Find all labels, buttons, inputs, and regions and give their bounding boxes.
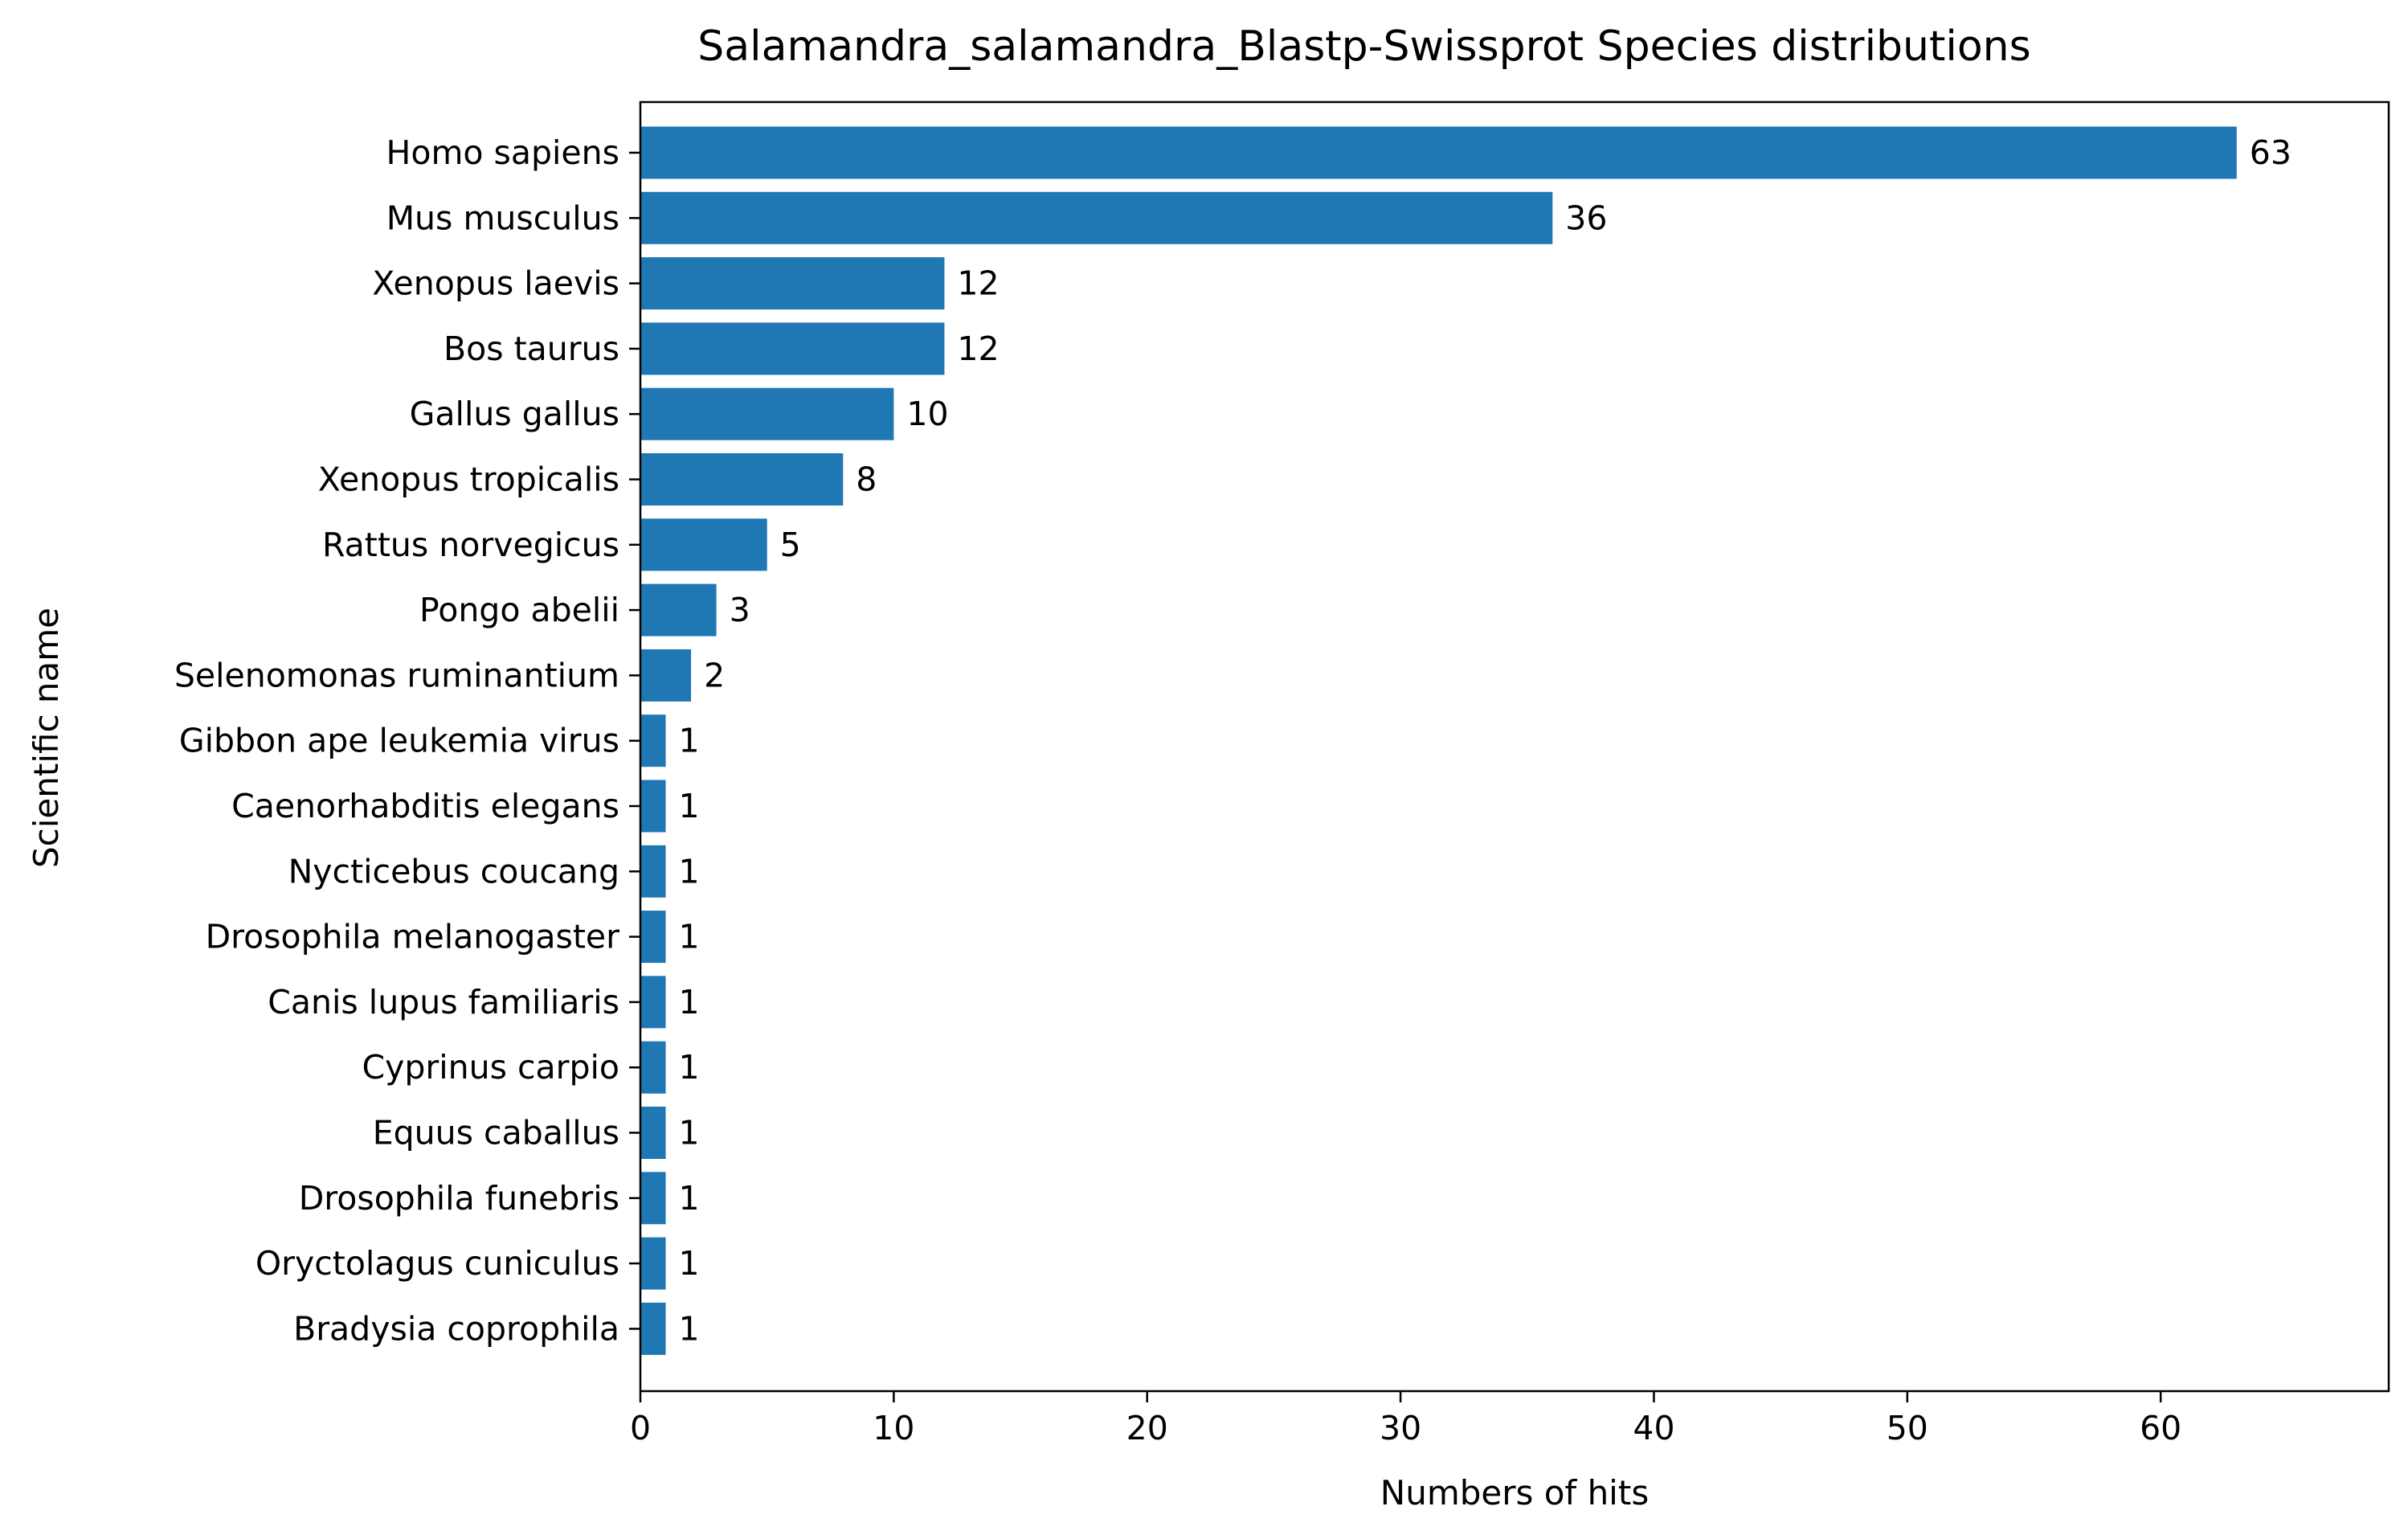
bar <box>640 257 945 310</box>
bar-value-label: 5 <box>780 526 801 564</box>
bar-value-label: 2 <box>704 656 725 694</box>
bar-value-label: 36 <box>1565 199 1607 237</box>
bar <box>640 1041 666 1094</box>
y-tick-label: Cyprinus carpio <box>362 1048 619 1087</box>
x-tick-label: 0 <box>630 1409 651 1447</box>
y-tick-label: Equus caballus <box>373 1114 619 1152</box>
y-tick-label: Mus musculus <box>386 199 619 237</box>
bar <box>640 976 666 1029</box>
bar <box>640 649 692 702</box>
x-tick-label: 40 <box>1633 1409 1674 1447</box>
y-tick-label: Caenorhabditis elegans <box>231 787 619 825</box>
y-axis-ticks: Homo sapiens Mus musculus Xenopus laevis Bo… <box>174 133 640 1348</box>
y-tick-label: Rattus norvegicus <box>322 526 619 564</box>
bar <box>640 322 945 375</box>
bar-value-label: 1 <box>679 1048 700 1087</box>
bar-value-label: 1 <box>679 983 700 1021</box>
bar <box>640 518 767 571</box>
y-tick-label: Gallus gallus <box>410 395 619 433</box>
y-tick-label: Gibbon ape leukemia virus <box>179 722 619 760</box>
x-tick-label: 60 <box>2140 1409 2181 1447</box>
bar <box>640 911 666 964</box>
x-axis-ticks: 0 10 20 30 40 50 60 <box>630 1391 2181 1447</box>
bar-value-label: 1 <box>679 722 700 760</box>
bar-value-label: 1 <box>679 918 700 956</box>
y-tick-label: Xenopus laevis <box>372 264 619 303</box>
y-axis-label: Scientific name <box>27 608 66 868</box>
bar-value-label: 12 <box>957 264 999 303</box>
y-tick-label: Nycticebus coucang <box>288 852 619 890</box>
bar-value-label: 12 <box>957 330 999 368</box>
y-tick-label: Drosophila melanogaster <box>206 918 620 956</box>
bar <box>640 191 1553 244</box>
bar-value-label: 10 <box>906 395 948 433</box>
bar-value-label: 1 <box>679 1114 700 1152</box>
bar <box>640 583 717 637</box>
bar-value-label: 3 <box>730 591 750 629</box>
y-tick-label: Oryctolagus cuniculus <box>256 1244 619 1283</box>
y-tick-label: Bradysia coprophila <box>293 1309 619 1348</box>
bar <box>640 1172 666 1225</box>
y-tick-label: Selenomonas ruminantium <box>174 656 619 694</box>
bars-group <box>640 126 2237 1355</box>
y-tick-label: Xenopus tropicalis <box>318 460 619 499</box>
bar <box>640 1237 666 1290</box>
y-tick-label: Bos taurus <box>444 330 619 368</box>
x-axis-label: Numbers of hits <box>1380 1473 1649 1512</box>
bar <box>640 714 666 768</box>
bar <box>640 1302 666 1355</box>
bar <box>640 387 894 440</box>
bar-value-label: 1 <box>679 1309 700 1348</box>
chart-title: Salamandra_salamandra_Blastp-Swissprot S… <box>697 23 2030 71</box>
bar <box>640 453 844 506</box>
y-tick-label: Homo sapiens <box>386 133 619 172</box>
bar <box>640 845 666 898</box>
bar <box>640 1107 666 1159</box>
bar-value-label: 8 <box>856 460 877 499</box>
bar <box>640 126 2237 179</box>
bar-value-label: 1 <box>679 852 700 890</box>
bar <box>640 780 666 833</box>
y-tick-label: Drosophila funebris <box>299 1179 619 1218</box>
bar-value-label: 1 <box>679 1179 700 1218</box>
bar-value-label: 1 <box>679 787 700 825</box>
bar-value-label: 63 <box>2250 133 2291 172</box>
bar-value-label: 1 <box>679 1244 700 1283</box>
x-tick-label: 30 <box>1380 1409 1421 1447</box>
y-tick-label: Canis lupus familiaris <box>268 983 619 1021</box>
x-tick-label: 20 <box>1126 1409 1168 1447</box>
y-tick-label: Pongo abelii <box>419 591 619 629</box>
plot-area-frame <box>639 100 2390 1393</box>
x-tick-label: 10 <box>873 1409 914 1447</box>
x-tick-label: 50 <box>1887 1409 1928 1447</box>
